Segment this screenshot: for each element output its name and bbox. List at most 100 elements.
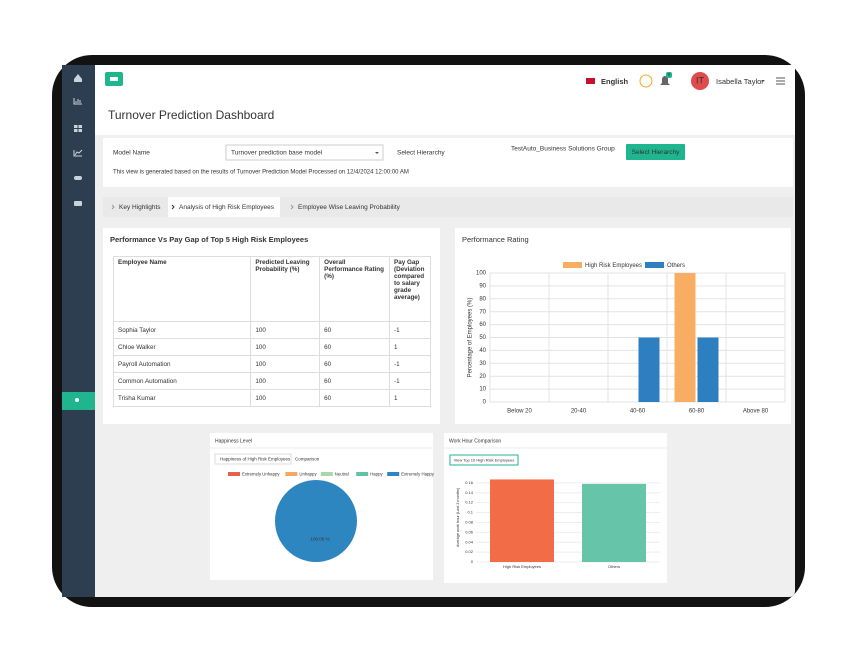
- y-tick-label: 0: [471, 559, 474, 564]
- chart-title: Work Hour Comparison: [449, 438, 501, 444]
- people-icon[interactable]: [74, 176, 82, 180]
- view-button[interactable]: [449, 454, 519, 466]
- legend-swatch: [228, 472, 240, 476]
- table-cell: 60: [319, 389, 390, 407]
- table-row: Chloe Walker 100 60 1: [112, 338, 431, 356]
- sidebar: [62, 65, 95, 597]
- user-name[interactable]: Isabella Taylor: [716, 77, 764, 86]
- y-tick-label: 0.16: [465, 480, 474, 485]
- chart-title: Happiness Level: [215, 438, 252, 444]
- y-tick-label: 80: [479, 296, 486, 302]
- avatar[interactable]: [691, 72, 709, 90]
- model-value: Turnover prediction base model: [231, 150, 323, 157]
- tab[interactable]: Key Highlights: [119, 204, 161, 211]
- x-tick-label: High Risk Employees: [503, 564, 541, 569]
- table-cell: 100: [250, 338, 321, 356]
- column-header: Predicted Leaving Probability (%): [250, 256, 321, 322]
- page-title: Turnover Prediction Dashboard: [108, 108, 274, 122]
- grid-icon[interactable]: [74, 125, 78, 128]
- pie-slice: [275, 480, 357, 562]
- user-caret: [761, 80, 765, 82]
- subtab-active: [214, 453, 292, 465]
- title-bar: [95, 98, 795, 135]
- home-icon[interactable]: [74, 74, 82, 82]
- tab[interactable]: Analysis of High Risk Employees: [179, 204, 275, 211]
- table-cell: -1: [389, 372, 431, 390]
- hamburger[interactable]: [776, 77, 785, 85]
- y-tick-label: 60: [479, 322, 486, 328]
- legend-swatch: [563, 262, 582, 268]
- table-cell: Chloe Walker: [112, 338, 252, 356]
- chart-title: Performance Rating: [462, 235, 529, 244]
- y-tick-label: 0.12: [465, 500, 474, 505]
- briefcase-icon[interactable]: [74, 201, 82, 206]
- tabs: Key Highlights Analysis of High Risk Empl…: [103, 197, 793, 217]
- table-cell: Payroll Automation: [112, 355, 252, 373]
- x-tick-label: Below 20: [507, 409, 532, 415]
- x-tick-label: 40-60: [630, 409, 646, 415]
- column-header: Pay Gap (Deviation compared to salary gr…: [389, 256, 431, 322]
- table-cell: -1: [389, 321, 431, 339]
- table-body: Sophia Taylor 100 60 -1 Chloe Walker 100 60 1 Pa…: [112, 321, 431, 407]
- table-cell: Trisha Kumar: [112, 389, 252, 407]
- x-tick-label: 20-40: [571, 409, 587, 415]
- y-tick-label: 20: [479, 374, 486, 380]
- legend-swatch: [356, 472, 369, 476]
- y-tick-label: 100: [476, 271, 487, 277]
- trend-icon[interactable]: [73, 149, 83, 157]
- chart-icon[interactable]: [73, 98, 82, 105]
- y-tick-label: 30: [479, 361, 486, 367]
- charts: Performance Rating High Risk Employees Oth…: [210, 235, 786, 569]
- hierarchy-button[interactable]: [626, 144, 685, 160]
- table-cell: 100: [250, 389, 321, 407]
- legend-swatch: [645, 262, 664, 268]
- language[interactable]: English: [601, 77, 629, 86]
- active-icon: [75, 398, 79, 402]
- hierarchy-label: Select Hierarchy: [397, 150, 445, 157]
- tab[interactable]: Employee Wise Leaving Probability: [298, 204, 401, 211]
- bar: [674, 273, 696, 402]
- filter-panel: [103, 138, 793, 187]
- y-tick-label: 10: [479, 387, 486, 393]
- risk-table: Employee Name Predicted Leaving Probabili…: [112, 256, 431, 407]
- analytics-icon[interactable]: [639, 74, 653, 88]
- legend-swatch: [320, 472, 333, 476]
- bell-icon[interactable]: [660, 76, 670, 85]
- y-tick-label: 0.08: [465, 520, 474, 525]
- legend-label: Extremely Unhappy: [242, 472, 280, 477]
- bar: [582, 483, 646, 562]
- subtab[interactable]: Happiness of High Risk Employees: [220, 457, 291, 462]
- y-tick-label: 0.04: [465, 539, 474, 544]
- table-header: Employee Name Predicted Leaving Probabili…: [112, 256, 431, 322]
- table-title: Performance Vs Pay Gap of Top 5 High Ris…: [110, 235, 308, 244]
- tab-chevron: [290, 204, 294, 210]
- bar: [490, 479, 554, 562]
- table-cell: Sophia Taylor: [112, 321, 252, 339]
- bar: [697, 337, 719, 402]
- subtab[interactable]: Comparison: [295, 457, 320, 462]
- tab-chevron: [111, 204, 115, 210]
- table-cell: -1: [389, 355, 431, 373]
- y-tick-label: 0.14: [465, 490, 474, 495]
- legend-label: Neutral: [335, 472, 349, 477]
- table-cell: 60: [319, 321, 390, 339]
- legend-label: Extremely Happy: [401, 472, 435, 477]
- legend-label: High Risk Employees: [585, 263, 642, 269]
- legend-swatch: [285, 472, 298, 476]
- model-select[interactable]: [225, 144, 384, 161]
- y-tick-label: 0.1: [467, 510, 473, 515]
- model-label: Model Name: [113, 150, 150, 157]
- x-tick-label: Above 80: [743, 409, 769, 415]
- y-tick-label: 70: [479, 309, 486, 315]
- avatar-initials: IT: [696, 75, 705, 85]
- table-cell: 60: [319, 338, 390, 356]
- select-caret: [375, 152, 379, 154]
- legend-label: Happy: [370, 472, 383, 477]
- pie-label: 100.00 %: [310, 537, 329, 542]
- table-cell: 1: [389, 338, 431, 356]
- y-tick-label: 50: [479, 335, 486, 341]
- table-cell: 60: [319, 372, 390, 390]
- menu-icon: [110, 77, 118, 81]
- badge: [666, 72, 672, 78]
